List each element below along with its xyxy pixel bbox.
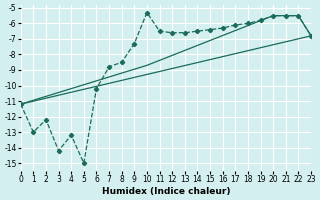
X-axis label: Humidex (Indice chaleur): Humidex (Indice chaleur) <box>102 187 230 196</box>
